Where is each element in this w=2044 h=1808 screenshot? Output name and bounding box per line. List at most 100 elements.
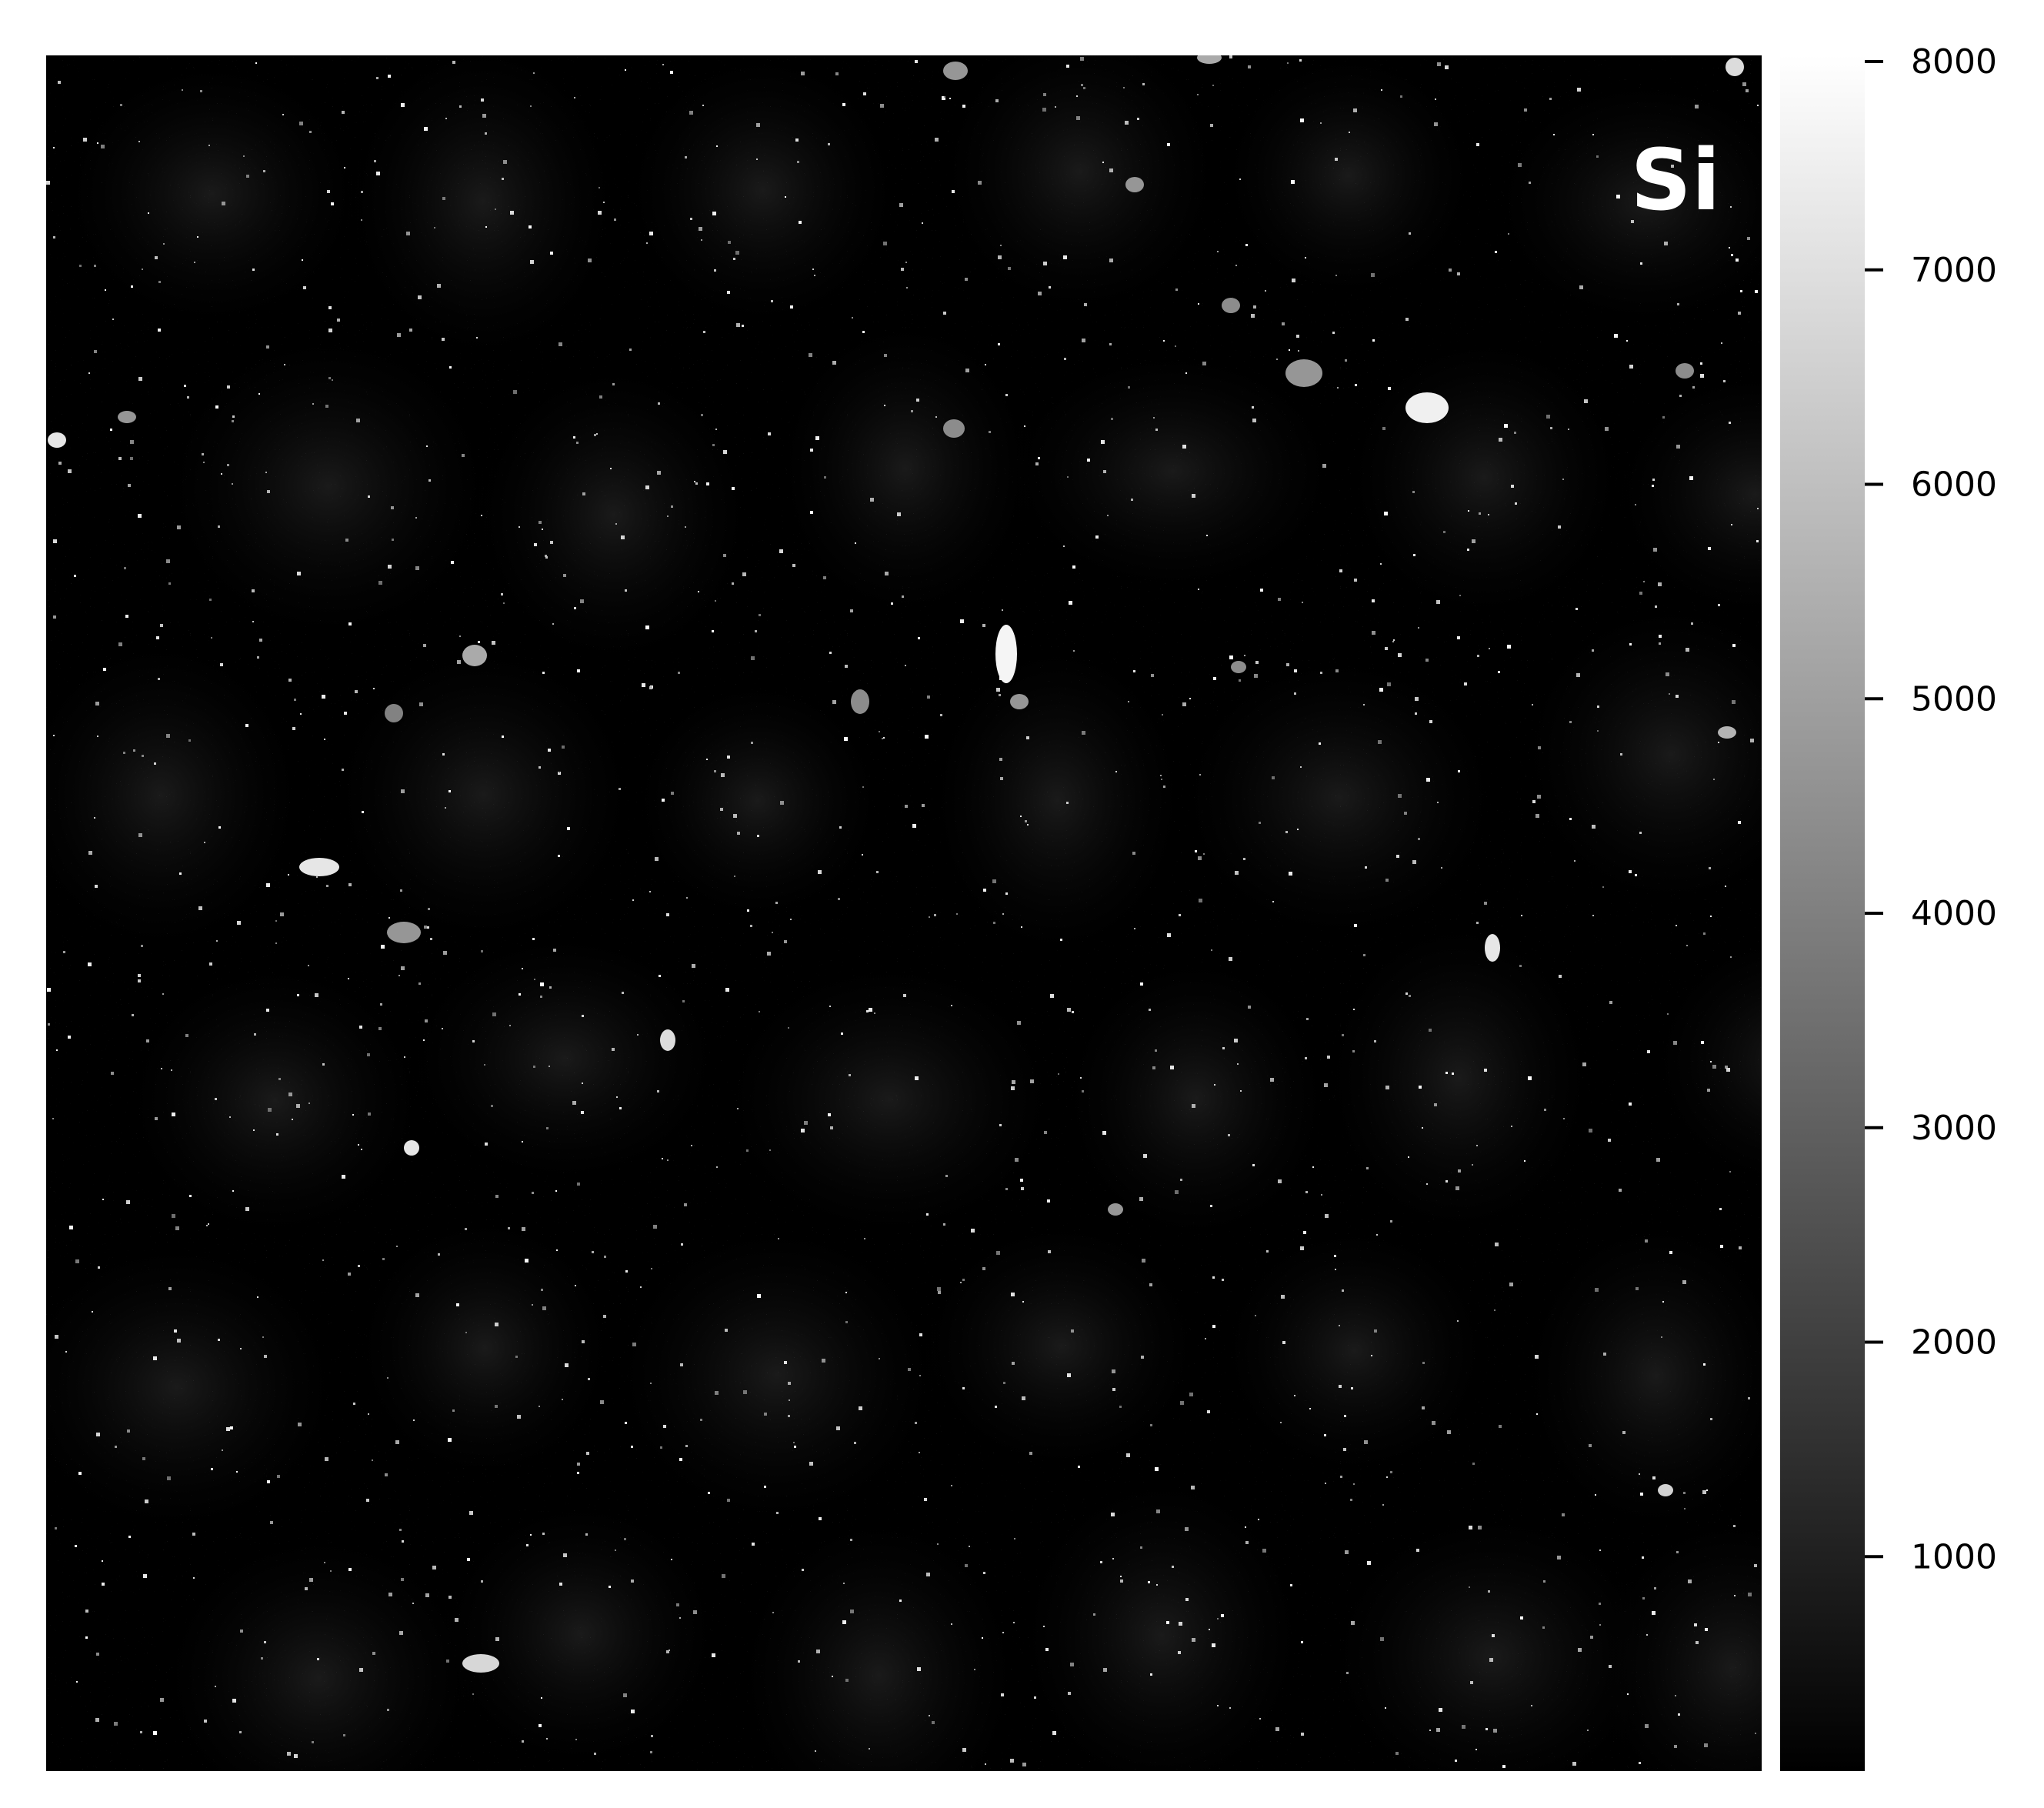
bright-speck xyxy=(1457,1320,1459,1322)
bright-speck xyxy=(575,1285,576,1286)
bright-speck xyxy=(962,1279,965,1281)
bright-speck xyxy=(623,1693,627,1697)
bright-speck xyxy=(52,1118,54,1119)
bright-speck xyxy=(261,1657,263,1660)
bright-speck xyxy=(366,1499,369,1502)
bright-speck xyxy=(743,1390,747,1394)
bright-speck xyxy=(1422,1406,1425,1409)
bright-speck xyxy=(869,1748,870,1750)
bright-speck xyxy=(1239,679,1241,682)
bright-speck xyxy=(1671,165,1674,168)
bright-speck xyxy=(1676,925,1677,926)
bright-speck xyxy=(1703,932,1706,935)
bright-speck xyxy=(1087,459,1090,462)
bright-speck xyxy=(1259,1718,1261,1720)
bright-speck xyxy=(356,419,360,422)
bright-speck xyxy=(1044,1131,1047,1134)
bright-speck xyxy=(582,1082,583,1084)
bright-speck xyxy=(495,1637,499,1641)
bright-speck xyxy=(869,1008,872,1012)
bright-speck xyxy=(658,402,660,405)
bright-speck xyxy=(1237,1063,1239,1065)
bright-speck xyxy=(1353,1009,1355,1010)
bright-speck xyxy=(128,1536,131,1538)
bright-speck xyxy=(799,221,802,224)
bright-speck xyxy=(577,1472,579,1474)
bright-speck xyxy=(1562,1513,1565,1516)
bright-speck xyxy=(1409,232,1411,235)
bright-speck xyxy=(919,1452,920,1453)
bright-speck xyxy=(358,1265,360,1267)
bright-speck xyxy=(515,1356,518,1358)
bright-speck xyxy=(576,442,579,444)
bright-speck xyxy=(1371,1355,1372,1356)
bright-speck xyxy=(1141,1356,1144,1359)
bright-speck xyxy=(127,1429,130,1433)
bright-speck xyxy=(1426,1183,1428,1185)
bright-speck xyxy=(130,457,133,460)
bright-speck xyxy=(1521,915,1522,916)
bright-speck xyxy=(1119,1406,1122,1408)
bright-speck xyxy=(388,917,390,919)
bright-speck xyxy=(937,1543,939,1545)
bright-speck xyxy=(325,405,328,408)
bright-speck xyxy=(1597,730,1599,732)
bright-speck xyxy=(785,196,786,198)
bright-speck xyxy=(989,431,991,433)
bright-speck xyxy=(253,1129,255,1131)
bright-speck xyxy=(267,490,270,493)
bright-speck xyxy=(1155,429,1158,431)
bright-speck xyxy=(1325,1214,1329,1218)
bright-speck xyxy=(1072,565,1075,569)
bright-speck xyxy=(874,1012,875,1014)
bright-speck xyxy=(382,1258,385,1260)
bright-speck xyxy=(937,1287,941,1291)
bright-speck xyxy=(714,269,716,272)
bright-speck xyxy=(258,393,260,395)
bright-speck xyxy=(1669,693,1670,695)
bright-speck xyxy=(952,190,955,193)
bright-speck xyxy=(522,968,523,969)
bright-speck xyxy=(1353,108,1357,112)
bright-speck xyxy=(1742,82,1746,86)
bright-speck xyxy=(126,1200,130,1204)
bright-speck xyxy=(802,1569,804,1571)
bright-speck xyxy=(715,429,717,430)
bright-speck xyxy=(114,1722,118,1726)
bright-speck xyxy=(1667,1013,1669,1015)
bright-speck xyxy=(133,749,135,752)
bright-speck xyxy=(819,1517,822,1520)
bright-speck xyxy=(1691,622,1693,625)
bright-speck xyxy=(1332,332,1335,334)
bright-speck xyxy=(1296,335,1299,338)
bright-speck xyxy=(1011,1086,1015,1090)
bright-speck xyxy=(1544,1109,1546,1111)
bright-speck xyxy=(361,1149,362,1150)
bright-speck xyxy=(1342,1289,1344,1292)
bright-speck xyxy=(95,702,99,706)
bright-speck xyxy=(1180,1401,1184,1405)
bright-speck xyxy=(882,738,883,739)
bright-speck xyxy=(232,420,234,422)
bright-speck xyxy=(1563,1118,1565,1119)
bright-speck xyxy=(1437,802,1439,803)
bright-speck xyxy=(1212,85,1214,86)
bright-speck xyxy=(685,526,686,528)
bright-grain xyxy=(462,1654,499,1673)
bright-speck xyxy=(322,1063,325,1066)
bright-speck xyxy=(582,1340,585,1343)
bright-speck xyxy=(1686,945,1688,946)
bright-speck xyxy=(998,255,1002,259)
bright-speck xyxy=(1746,89,1749,92)
bright-speck xyxy=(448,1596,452,1599)
bright-speck xyxy=(1558,525,1561,529)
bright-speck xyxy=(1426,778,1430,782)
bright-speck xyxy=(1640,262,1642,265)
bright-speck xyxy=(1725,886,1726,887)
bright-speck xyxy=(1381,89,1382,91)
bright-speck xyxy=(1251,314,1255,318)
bright-grain xyxy=(943,62,968,80)
bright-speck xyxy=(919,1333,922,1336)
bright-speck xyxy=(397,333,401,337)
bright-speck xyxy=(284,364,285,365)
